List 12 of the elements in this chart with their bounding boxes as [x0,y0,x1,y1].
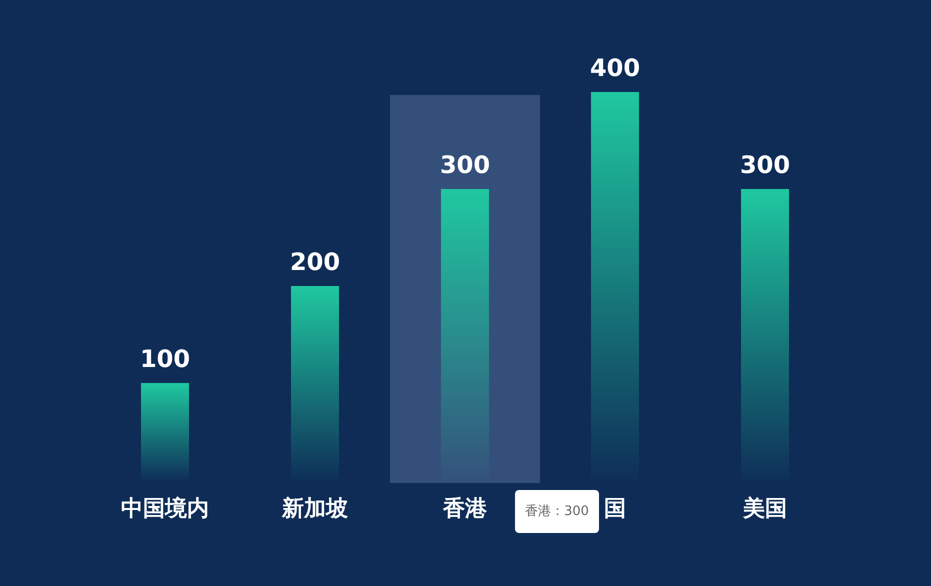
data-label: 200 [290,248,340,276]
data-label: 300 [740,151,790,179]
x-tick-label: 新加坡 [281,496,348,522]
data-label: 400 [590,54,640,82]
x-tick-label: 美国 [742,496,787,522]
bar [141,383,189,480]
text: 香港：300 [525,504,589,519]
x-tick-label: 中国境内 [121,496,209,522]
data-label: 100 [140,345,190,373]
data-label: 300 [440,151,490,179]
x-tick-label: 国 [604,496,626,522]
x-tick-label: 香港 [442,496,488,522]
